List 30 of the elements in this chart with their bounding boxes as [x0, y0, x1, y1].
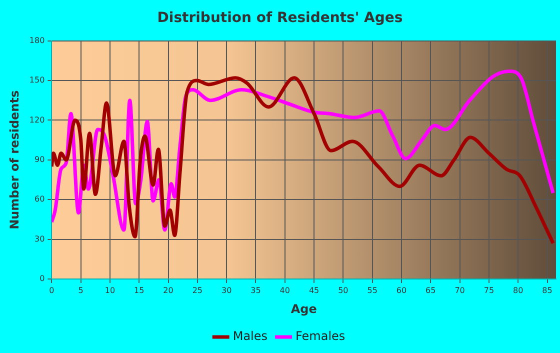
legend-label: Males — [232, 329, 268, 344]
y-tick-label: 60 — [34, 194, 45, 204]
y-tick-label: 0 — [40, 274, 45, 284]
x-tick-label: 30 — [221, 286, 232, 295]
x-tick-label: 35 — [250, 286, 261, 295]
y-axis-title: Number of residents — [7, 90, 22, 230]
x-tick-label: 75 — [484, 286, 494, 295]
x-tick-label: 80 — [513, 286, 524, 295]
x-tick-label: 50 — [338, 286, 348, 295]
y-tick-label: 90 — [34, 154, 45, 164]
x-tick-label: 70 — [454, 286, 465, 295]
x-tick-label: 20 — [163, 286, 174, 295]
y-tick-label: 180 — [29, 36, 45, 45]
x-tick-label: 15 — [134, 286, 144, 295]
x-tick-label: 10 — [104, 286, 116, 295]
chart-title: Distribution of Residents' Ages — [157, 10, 403, 26]
x-tick-label: 55 — [367, 286, 378, 295]
x-tick-label: 60 — [396, 286, 407, 295]
y-tick-label: 150 — [29, 76, 45, 85]
x-tick-label: 45 — [308, 286, 320, 295]
y-tick-label: 30 — [34, 234, 45, 244]
x-tick-label: 5 — [78, 286, 84, 295]
y-tick-label: 120 — [29, 115, 45, 124]
x-tick-label: 40 — [280, 286, 290, 295]
x-tick-label: 85 — [542, 286, 552, 295]
legend-label: Females — [296, 329, 346, 344]
x-tick-label: 25 — [192, 286, 203, 295]
x-tick-label: 0 — [49, 286, 54, 295]
x-tick-label: 65 — [426, 286, 436, 295]
x-axis-title: Age — [290, 302, 317, 316]
